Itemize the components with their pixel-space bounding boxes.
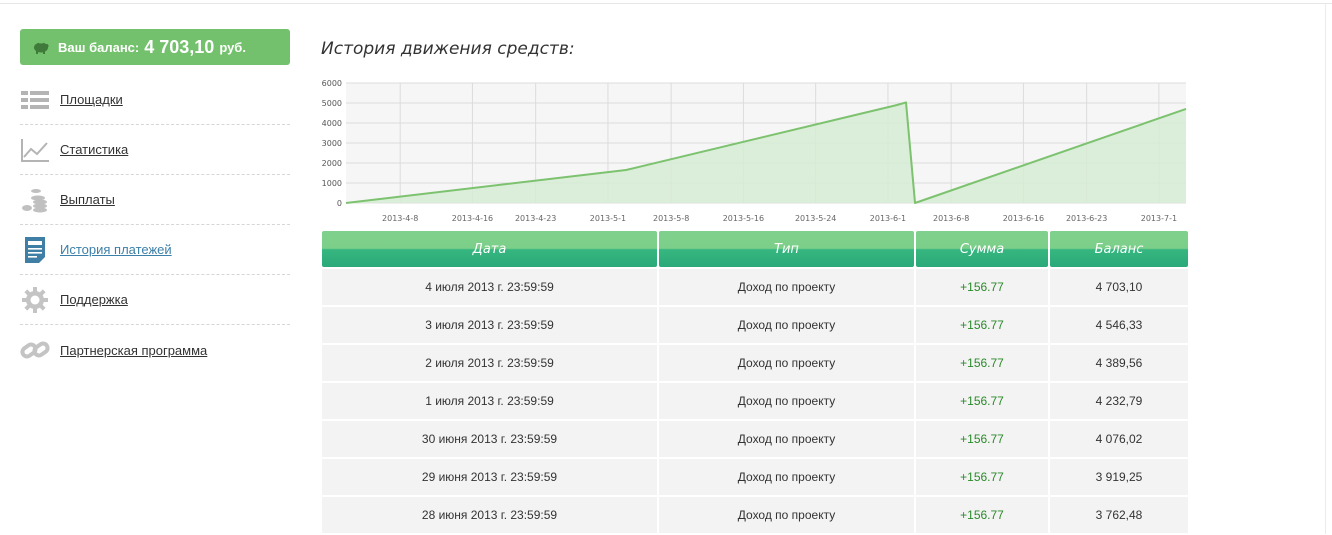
sidebar-item-sites[interactable]: Площадки [20, 75, 290, 125]
cell-date: 29 июня 2013 г. 23:59:59 [322, 459, 657, 495]
cell-amount: +156.77 [916, 269, 1048, 305]
link-icon [20, 335, 50, 365]
cell-type: Доход по проекту [659, 269, 914, 305]
x-tick-label: 2013-6-23 [1066, 214, 1107, 223]
table-header-row: Дата Тип Сумма Баланс [322, 231, 1188, 267]
sidebar-item-statistics[interactable]: Статистика [20, 125, 290, 175]
x-tick-label: 2013-4-23 [515, 214, 556, 223]
sidebar-item-label[interactable]: Выплаты [60, 192, 115, 207]
table-row: 28 июня 2013 г. 23:59:59 Доход по проект… [322, 497, 1188, 533]
cell-type: Доход по проекту [659, 307, 914, 343]
cell-date: 30 июня 2013 г. 23:59:59 [322, 421, 657, 457]
coins-icon [20, 185, 50, 215]
balance-amount: 4 703,10 [144, 37, 214, 58]
gear-icon [20, 285, 50, 315]
cell-amount: +156.77 [916, 383, 1048, 419]
sidebar-item-label[interactable]: Поддержка [60, 292, 128, 307]
balance-box: Ваш баланс: 4 703,10 руб. [20, 29, 290, 65]
x-tick-label: 2013-6-16 [1003, 214, 1044, 223]
y-tick-label: 1000 [322, 179, 342, 188]
cell-amount: +156.77 [916, 421, 1048, 457]
x-tick-label: 2013-5-8 [653, 214, 689, 223]
x-tick-label: 2013-5-1 [590, 214, 626, 223]
cell-balance: 3 919,25 [1050, 459, 1188, 495]
chart-icon [20, 135, 50, 165]
cell-balance: 3 762,48 [1050, 497, 1188, 533]
y-tick-label: 4000 [322, 119, 342, 128]
cell-date: 2 июля 2013 г. 23:59:59 [322, 345, 657, 381]
sidebar-item-label[interactable]: История платежей [60, 242, 172, 257]
x-tick-label: 2013-7-1 [1141, 214, 1177, 223]
transactions-table: Дата Тип Сумма Баланс 4 июля 2013 г. 23:… [320, 229, 1190, 535]
top-divider [0, 3, 1332, 4]
cell-type: Доход по проекту [659, 383, 914, 419]
cell-balance: 4 703,10 [1050, 269, 1188, 305]
balance-label: Ваш баланс: [58, 40, 139, 55]
column-header-amount[interactable]: Сумма [916, 231, 1048, 267]
y-tick-label: 0 [337, 199, 342, 208]
table-row: 4 июля 2013 г. 23:59:59 Доход по проекту… [322, 269, 1188, 305]
column-header-balance[interactable]: Баланс [1050, 231, 1188, 267]
cell-amount: +156.77 [916, 459, 1048, 495]
sidebar-menu: Площадки Статистика Выплаты [20, 75, 290, 375]
cell-type: Доход по проекту [659, 345, 914, 381]
right-divider [1325, 3, 1326, 534]
x-tick-label: 2013-5-24 [795, 214, 836, 223]
cell-balance: 4 546,33 [1050, 307, 1188, 343]
y-tick-label: 6000 [322, 79, 342, 88]
cell-date: 28 июня 2013 г. 23:59:59 [322, 497, 657, 533]
list-icon [20, 85, 50, 115]
cell-amount: +156.77 [916, 345, 1048, 381]
cell-type: Доход по проекту [659, 421, 914, 457]
cell-balance: 4 232,79 [1050, 383, 1188, 419]
sidebar-item-label[interactable]: Площадки [60, 92, 123, 107]
cell-type: Доход по проекту [659, 497, 914, 533]
column-header-type[interactable]: Тип [659, 231, 914, 267]
x-tick-label: 2013-4-16 [452, 214, 493, 223]
sidebar-item-payment-history[interactable]: История платежей [20, 225, 290, 275]
cell-amount: +156.77 [916, 307, 1048, 343]
table-row: 3 июля 2013 г. 23:59:59 Доход по проекту… [322, 307, 1188, 343]
balance-history-chart: 0 1000 2000 3000 4000 5000 6000 2013-4-8 2013-4-… [305, 76, 1195, 228]
x-tick-label: 2013-6-1 [870, 214, 906, 223]
cell-date: 3 июля 2013 г. 23:59:59 [322, 307, 657, 343]
x-tick-label: 2013-4-8 [382, 214, 418, 223]
table-row: 30 июня 2013 г. 23:59:59 Доход по проект… [322, 421, 1188, 457]
piggy-bank-icon [32, 40, 50, 54]
sidebar-item-support[interactable]: Поддержка [20, 275, 290, 325]
sidebar-item-partner-program[interactable]: Партнерская программа [20, 325, 290, 375]
column-header-date[interactable]: Дата [322, 231, 657, 267]
y-tick-label: 2000 [322, 159, 342, 168]
table-row: 2 июля 2013 г. 23:59:59 Доход по проекту… [322, 345, 1188, 381]
sidebar-item-label[interactable]: Партнерская программа [60, 343, 207, 358]
x-tick-label: 2013-6-8 [933, 214, 969, 223]
y-tick-label: 5000 [322, 99, 342, 108]
cell-amount: +156.77 [916, 497, 1048, 533]
cell-balance: 4 389,56 [1050, 345, 1188, 381]
sidebar-item-label[interactable]: Статистика [60, 142, 128, 157]
table-row: 1 июля 2013 г. 23:59:59 Доход по проекту… [322, 383, 1188, 419]
y-tick-label: 3000 [322, 139, 342, 148]
cell-type: Доход по проекту [659, 459, 914, 495]
balance-currency: руб. [219, 40, 246, 55]
document-icon [20, 235, 50, 265]
page-title: История движения средств: [321, 39, 575, 59]
sidebar-item-payouts[interactable]: Выплаты [20, 175, 290, 225]
x-tick-label: 2013-5-16 [723, 214, 764, 223]
cell-balance: 4 076,02 [1050, 421, 1188, 457]
cell-date: 1 июля 2013 г. 23:59:59 [322, 383, 657, 419]
cell-date: 4 июля 2013 г. 23:59:59 [322, 269, 657, 305]
table-row: 29 июня 2013 г. 23:59:59 Доход по проект… [322, 459, 1188, 495]
